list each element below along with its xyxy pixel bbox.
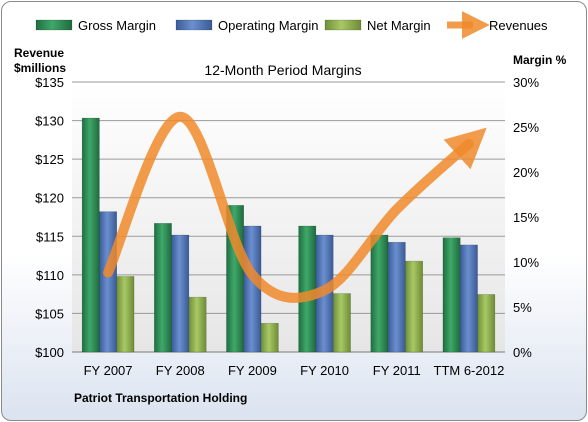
legend-label-revenues: Revenues — [489, 18, 548, 33]
y-left-tick-label: $105 — [35, 306, 64, 321]
y-right-tick-label: 20% — [513, 165, 539, 180]
legend-label-operating-margin: Operating Margin — [218, 18, 318, 33]
bar-gross-margin-fy-2010 — [298, 225, 317, 353]
y-left-label-line2: $millions — [14, 61, 66, 75]
legend: Gross Margin Operating Margin Net Margin Re… — [35, 11, 548, 39]
x-tick-label: TTM 6-2012 — [434, 363, 505, 378]
y-left-tick-label: $120 — [35, 191, 64, 206]
y-right-tick-label: 25% — [513, 120, 539, 135]
bar-operating-margin-fy-2009 — [243, 225, 262, 353]
bar-net-margin-fy-2010 — [332, 293, 351, 353]
bar-operating-margin-fy-2008 — [171, 234, 190, 353]
bar-operating-margin-fy-2007 — [99, 211, 117, 353]
x-axis: FY 2007 FY 2008 FY 2009 FY 2010 FY 2011 TTM 6… — [84, 363, 505, 378]
y-left-label-line1: Revenue — [14, 46, 64, 60]
bar-gross-margin-ttm-6-2012 — [442, 237, 461, 353]
y-right-tick-label: 5% — [513, 300, 532, 315]
plot-area — [72, 82, 505, 352]
y-left-tick-label: $135 — [35, 75, 64, 90]
gridlines — [72, 81, 505, 353]
bar-gross-margin-fy-2011 — [370, 234, 389, 353]
y-left-axis: $100 $105 $110 $115 $120 $125 $130 $135 — [35, 75, 64, 360]
legend-swatch-gross-margin — [35, 19, 73, 31]
legend-swatch-operating-margin — [175, 19, 213, 31]
revenue-line — [103, 111, 487, 303]
chart-title: 12-Month Period Margins — [204, 62, 361, 78]
y-right-tick-label: 15% — [513, 210, 539, 225]
y-right-tick-label: 0% — [513, 345, 532, 360]
x-tick-label: FY 2007 — [84, 363, 133, 378]
x-tick-label: FY 2008 — [156, 363, 205, 378]
y-left-tick-label: $115 — [36, 229, 64, 244]
bar-operating-margin-fy-2011 — [387, 241, 406, 353]
y-left-tick-label: $100 — [35, 345, 64, 360]
y-left-tick-label: $110 — [36, 268, 64, 283]
bar-net-margin-ttm-6-2012 — [477, 294, 496, 353]
y-right-label: Margin % — [513, 53, 567, 67]
company-name: Patriot Transportation Holding — [74, 391, 247, 405]
legend-swatch-net-margin — [324, 19, 362, 31]
bar-operating-margin-ttm-6-2012 — [460, 244, 478, 353]
bar-net-margin-fy-2011 — [405, 260, 423, 353]
bar-gross-margin-fy-2007 — [81, 117, 100, 353]
y-right-tick-label: 10% — [513, 255, 539, 270]
y-left-tick-label: $125 — [35, 152, 64, 167]
bar-series — [81, 117, 496, 353]
bar-net-margin-fy-2007 — [116, 276, 135, 353]
y-left-tick-label: $130 — [35, 114, 64, 129]
y-right-tick-label: 30% — [513, 75, 539, 90]
y-right-axis: 0% 5% 10% 15% 20% 25% 30% — [513, 75, 539, 360]
bar-gross-margin-fy-2008 — [154, 223, 172, 353]
legend-label-net-margin: Net Margin — [367, 18, 431, 33]
bar-net-margin-fy-2008 — [188, 296, 207, 353]
x-tick-label: FY 2011 — [373, 363, 421, 378]
x-tick-label: FY 2010 — [300, 363, 349, 378]
revenue-series — [103, 111, 487, 303]
legend-label-gross-margin: Gross Margin — [78, 18, 156, 33]
x-tick-label: FY 2009 — [228, 363, 277, 378]
bar-net-margin-fy-2009 — [260, 322, 279, 353]
